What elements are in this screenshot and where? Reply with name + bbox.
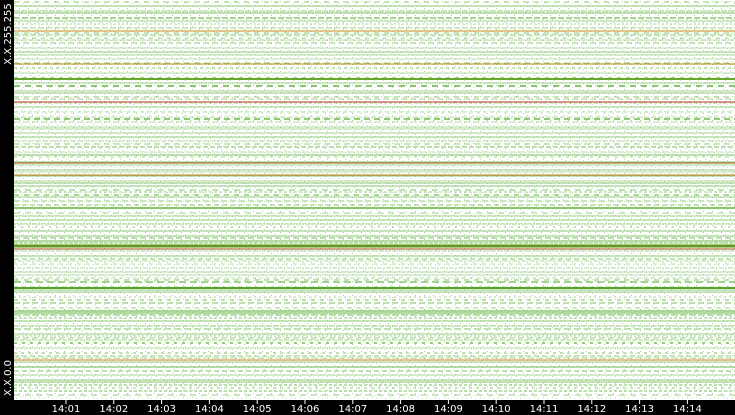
x-tick-label: 14:10 bbox=[482, 404, 511, 415]
x-tick-label: 14:09 bbox=[434, 404, 463, 415]
x-tick-label: 14:01 bbox=[52, 404, 81, 415]
x-tick-label: 14:07 bbox=[338, 404, 367, 415]
x-axis: 14:01 14:02 14:03 14:04 14:05 14:06 14:07 14:08… bbox=[52, 400, 702, 415]
x-tick-label: 14:14 bbox=[673, 404, 702, 415]
x-tick-label: 14:05 bbox=[243, 404, 272, 415]
x-tick-label: 14:03 bbox=[147, 404, 176, 415]
x-tick-label: 14:12 bbox=[577, 404, 606, 415]
x-tick-label: 14:08 bbox=[386, 404, 415, 415]
y-bottom-label: X.X.0.0 bbox=[3, 360, 14, 396]
traffic-stripes bbox=[14, 1, 735, 396]
y-top-label: X.X.255.255 bbox=[3, 3, 14, 64]
x-tick-label: 14:02 bbox=[99, 404, 128, 415]
x-tick-label: 14:13 bbox=[625, 404, 654, 415]
traffic-speckle bbox=[14, 0, 735, 400]
x-tick-label: 14:11 bbox=[530, 404, 559, 415]
x-tick-label: 14:06 bbox=[291, 404, 320, 415]
x-tick-label: 14:04 bbox=[195, 404, 224, 415]
